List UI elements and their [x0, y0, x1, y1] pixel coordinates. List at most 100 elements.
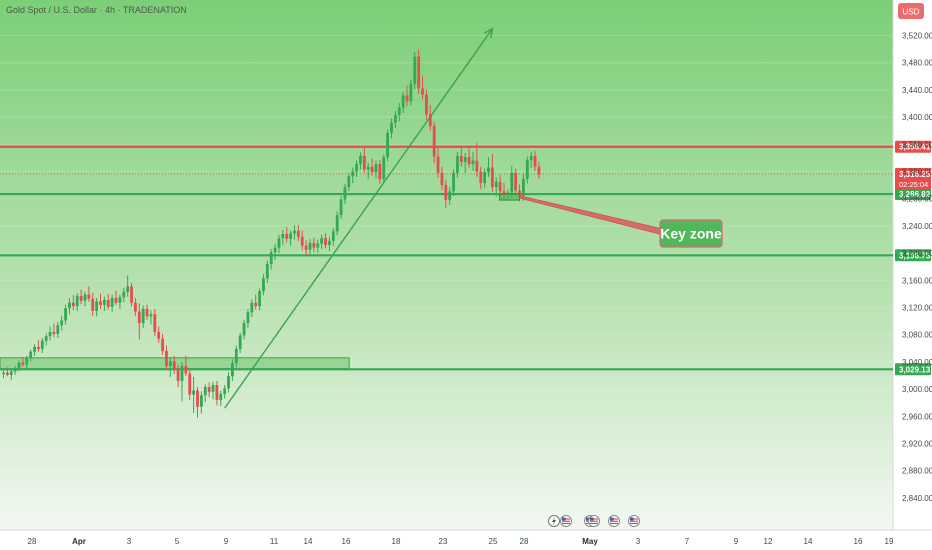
candle	[203, 384, 207, 403]
candle-body	[529, 155, 533, 160]
candle-body	[238, 335, 242, 349]
candle	[522, 173, 525, 201]
candle	[498, 174, 502, 196]
candle-body	[479, 171, 483, 184]
candle	[378, 159, 382, 184]
candle-body	[514, 172, 518, 191]
candle	[165, 345, 168, 371]
candle-body	[180, 365, 184, 381]
candle	[281, 229, 285, 245]
candle-body	[533, 155, 537, 167]
time-tick-label: 11	[270, 537, 279, 546]
candle	[448, 187, 452, 205]
candle	[172, 355, 176, 375]
candle	[99, 293, 102, 309]
candle-body	[99, 301, 102, 305]
candle	[494, 177, 498, 197]
price-tick-label: 3,480.00	[902, 59, 932, 68]
candle-body	[269, 252, 273, 264]
candle-body	[304, 245, 308, 250]
candle-body	[428, 114, 432, 126]
candle-body	[157, 331, 161, 339]
candle-body	[215, 385, 219, 400]
candle-body	[13, 368, 17, 372]
candle-body	[161, 338, 164, 352]
candle	[393, 110, 397, 128]
candle-body	[64, 308, 67, 321]
candle	[328, 236, 331, 252]
candle	[64, 304, 67, 325]
candle	[467, 148, 471, 168]
candle	[134, 297, 137, 316]
candle-body	[293, 230, 296, 234]
candle	[273, 243, 277, 260]
candle-body	[448, 191, 452, 201]
candle	[444, 179, 448, 209]
candle	[231, 359, 234, 381]
candle-body	[522, 178, 525, 196]
candle-body	[518, 190, 521, 196]
candle	[75, 293, 79, 311]
chart-title: Gold Spot / U.S. Dollar · 4h · TRADENATI…	[6, 5, 187, 15]
currency-button-label[interactable]: USD	[903, 8, 920, 17]
candle	[95, 297, 99, 317]
time-tick-label: 14	[304, 537, 313, 546]
candle	[312, 237, 316, 253]
candle	[316, 239, 320, 254]
candle-body	[141, 308, 145, 324]
candle-body	[262, 278, 265, 292]
candle	[409, 79, 413, 106]
candle	[490, 153, 494, 192]
candle	[258, 288, 261, 311]
time-axis[interactable]: 28 Apr 3 5 9 11 14 16 18 23 25 28 May 3 7 9 12 14 16 19	[28, 537, 894, 546]
candle	[242, 319, 246, 340]
candle	[83, 291, 87, 307]
price-tick-label: 3,120.00	[902, 304, 932, 313]
candle-body	[320, 238, 324, 244]
candle-body	[335, 215, 339, 232]
candle	[339, 195, 343, 220]
candle-body	[347, 176, 351, 188]
candle	[215, 380, 219, 406]
price-label-box	[895, 363, 931, 376]
candle	[149, 310, 153, 325]
price-label-box	[895, 188, 931, 201]
candle-body	[130, 286, 133, 303]
candle	[390, 118, 393, 139]
candle-body	[60, 320, 64, 326]
candle	[145, 304, 149, 320]
candle-body	[490, 167, 494, 188]
candle	[293, 225, 296, 240]
candle-body	[106, 300, 110, 307]
candle-body	[87, 294, 91, 299]
candle	[289, 230, 293, 246]
candle	[161, 334, 164, 356]
candle	[110, 294, 114, 312]
candle	[428, 104, 432, 131]
annotation-layer: Key zone	[499, 193, 723, 248]
candle-body	[525, 159, 529, 179]
price-tick-label: 3,080.00	[902, 331, 932, 340]
price-axis-background	[893, 0, 932, 530]
candle-body	[362, 155, 366, 170]
candle-body	[211, 385, 215, 392]
key-zone-label: Key zone	[660, 226, 722, 242]
candle	[211, 381, 215, 400]
candle	[355, 160, 358, 177]
candle	[413, 51, 417, 90]
candle-body	[75, 295, 79, 307]
candle	[471, 151, 475, 171]
candle	[463, 153, 467, 173]
candle	[60, 315, 64, 331]
candle	[262, 274, 265, 296]
currency-button[interactable]: USD	[898, 3, 924, 19]
candle	[180, 361, 184, 402]
candle-body	[118, 297, 122, 303]
candle	[184, 355, 188, 377]
price-axis[interactable]: 3,520.00 3,480.00 3,440.00 3,400.00 3,360.00…	[902, 32, 932, 503]
price-label-text: 3,029.13	[899, 365, 931, 374]
price-tick-label: 3,200.00	[902, 249, 932, 258]
